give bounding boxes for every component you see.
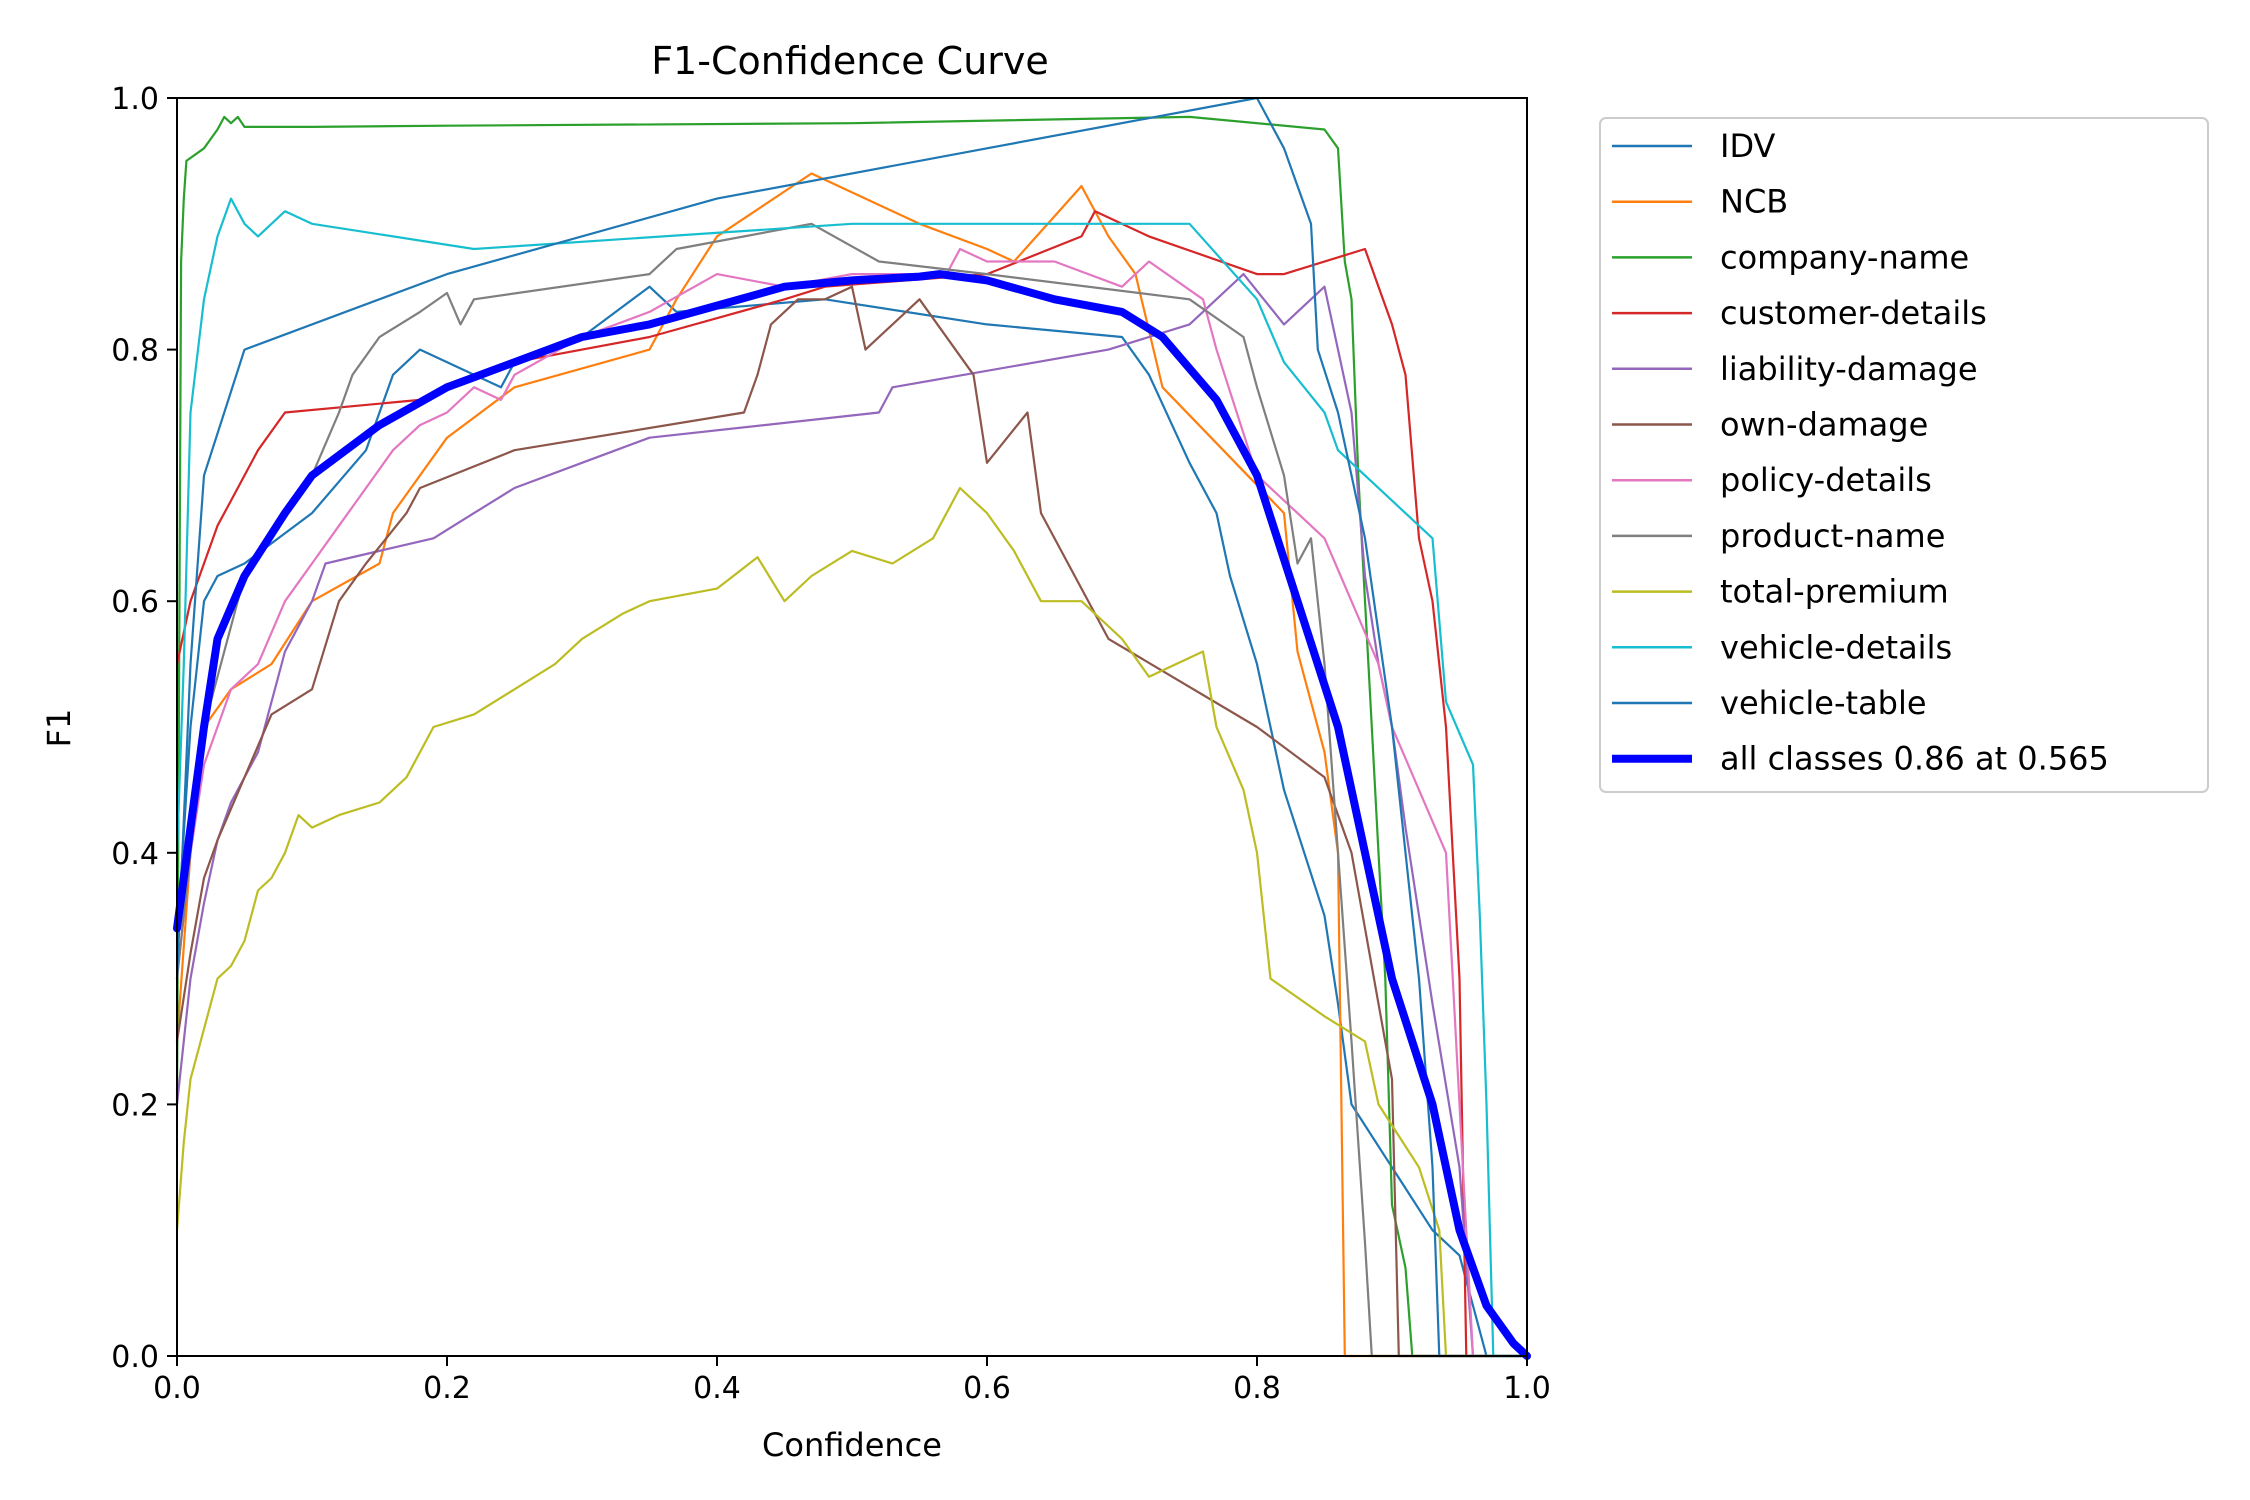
legend: IDV NCB company-name customer-details liabil… (1599, 117, 2209, 793)
x-axis: 0.0 0.2 0.4 0.6 0.8 1.0 (153, 1356, 1551, 1406)
legend-frame (1599, 117, 2209, 793)
series-line-0 (175, 285, 1529, 1358)
legend-label-11: all classes 0.86 at 0.565 (1720, 740, 2109, 778)
y-tick-label: 0.2 (111, 1088, 159, 1123)
x-axis-label: Confidence (762, 1426, 942, 1464)
series-line-11 (173, 270, 1531, 1360)
x-tick-label: 0.6 (963, 1371, 1011, 1406)
series-line-1 (175, 172, 1529, 1358)
chart-title: F1-Confidence Curve (651, 39, 1049, 83)
y-tick-label: 0.0 (111, 1340, 159, 1375)
plot-frame (176, 97, 1528, 1357)
x-tick-label: 0.0 (153, 1371, 201, 1406)
legend-label-9: vehicle-details (1720, 628, 1952, 666)
legend-label-10: vehicle-table (1720, 684, 1927, 722)
y-tick-label: 0.8 (111, 334, 159, 369)
y-tick-label: 1.0 (111, 82, 159, 117)
legend-label-6: policy-details (1720, 461, 1932, 499)
series-line-9 (175, 197, 1529, 1358)
series-line-10 (175, 96, 1529, 1358)
series-line-5 (175, 285, 1529, 1358)
y-tick-label: 0.4 (111, 837, 159, 872)
legend-label-7: product-name (1720, 517, 1945, 555)
y-axis: 0.0 0.2 0.4 0.6 0.8 1.0 (111, 82, 177, 1375)
series-line-4 (175, 273, 1529, 1358)
y-tick-label: 0.6 (111, 585, 159, 620)
series-line-6 (175, 247, 1529, 1358)
legend-label-3: customer-details (1720, 294, 1987, 332)
y-axis-label: F1 (40, 709, 78, 748)
plot-lines (173, 96, 1531, 1360)
legend-label-5: own-damage (1720, 406, 1928, 444)
x-tick-label: 1.0 (1503, 1371, 1551, 1406)
x-tick-label: 0.2 (423, 1371, 471, 1406)
series-line-8 (175, 486, 1529, 1358)
x-tick-label: 0.4 (693, 1371, 741, 1406)
legend-label-0: IDV (1720, 127, 1776, 165)
legend-label-4: liability-damage (1720, 350, 1978, 388)
legend-label-8: total-premium (1720, 573, 1949, 611)
legend-label-1: NCB (1720, 183, 1788, 221)
legend-label-2: company-name (1720, 238, 1969, 276)
x-tick-label: 0.8 (1233, 1371, 1281, 1406)
